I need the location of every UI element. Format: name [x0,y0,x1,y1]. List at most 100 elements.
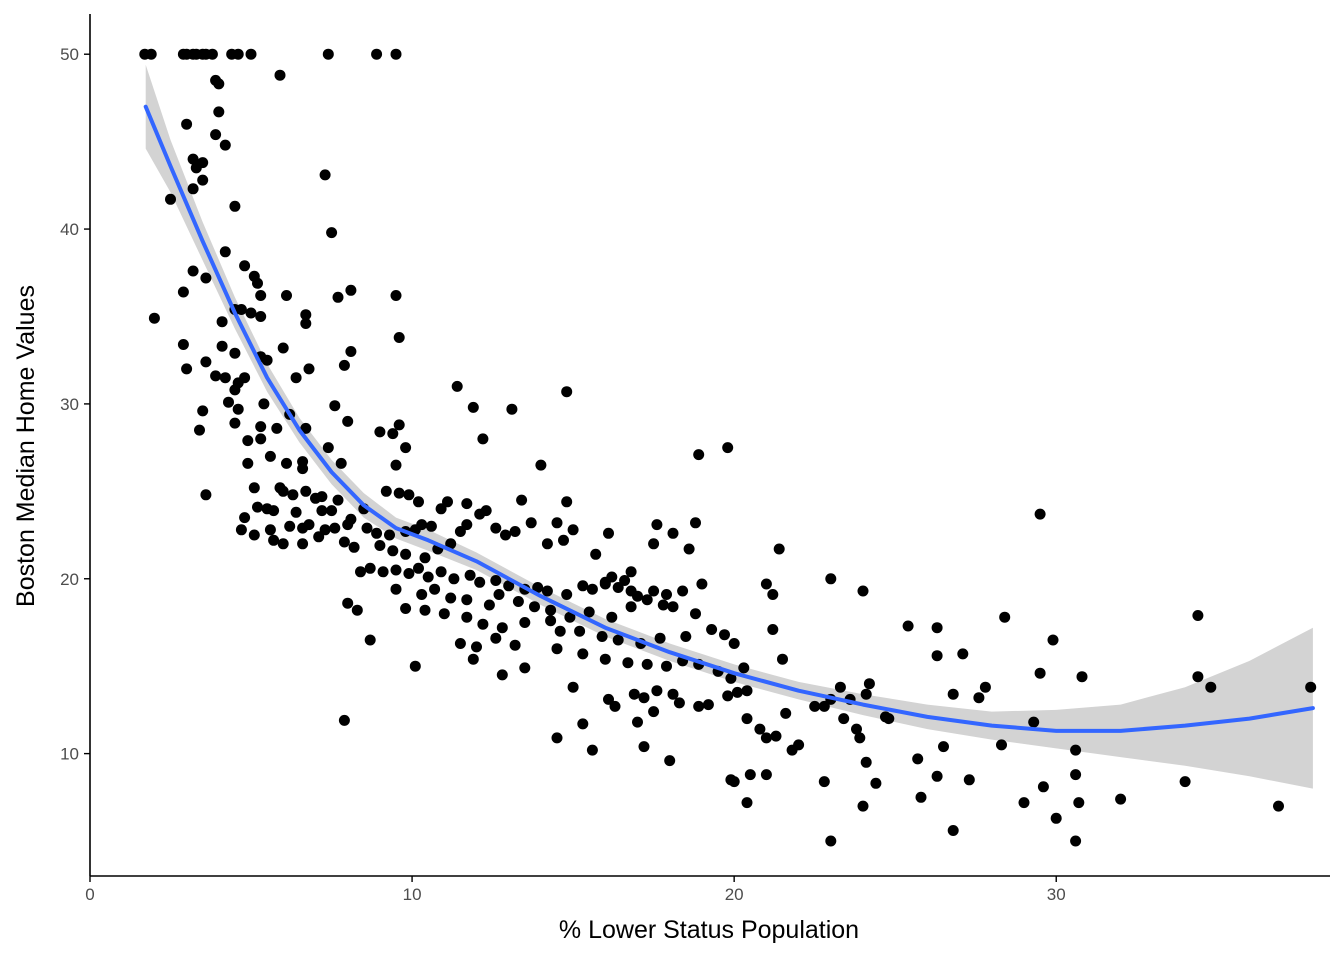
data-point-82 [194,424,205,436]
data-point-46 [300,309,312,321]
data-point-215 [419,604,431,616]
data-point-333 [963,774,975,786]
data-point-201 [512,596,524,607]
data-point-216 [438,608,450,620]
data-point-128 [371,527,383,539]
data-point-91 [242,457,254,469]
data-point-144 [445,538,457,550]
data-point-188 [561,589,573,600]
data-point-172 [355,566,366,578]
data-point-237 [641,658,653,670]
data-point-68 [229,384,241,396]
data-point-353 [1192,671,1204,683]
data-point-255 [651,685,663,697]
data-point-309 [857,585,869,597]
data-point-108 [290,506,302,518]
data-point-317 [870,777,882,789]
data-point-176 [403,568,415,579]
data-point-258 [648,706,660,718]
data-point-40 [390,290,402,301]
data-point-58 [261,354,273,366]
data-point-202 [529,601,540,613]
data-point-56 [345,346,357,357]
data-point-264 [606,571,618,583]
data-point-274 [651,519,663,531]
data-point-288 [760,732,772,744]
data-point-45 [245,307,257,319]
data-point-32 [239,260,251,272]
data-point-117 [235,524,247,536]
data-point-29 [229,200,241,212]
data-point-252 [609,700,621,712]
data-point-96 [200,489,212,501]
data-point-187 [541,585,553,597]
data-point-146 [461,519,473,531]
data-point-225 [612,634,624,646]
data-point-76 [374,426,386,438]
data-point-276 [706,624,718,635]
data-point-218 [477,618,489,630]
data-point-354 [1205,681,1217,693]
data-point-88 [264,450,276,462]
data-point-166 [451,380,463,392]
data-point-299 [767,589,779,600]
data-point-71 [197,405,209,417]
data-point-109 [316,505,328,517]
data-point-351 [1179,776,1191,788]
data-point-107 [268,505,280,517]
data-point-329 [915,791,927,803]
data-point-52 [216,340,228,352]
data-point-159 [442,496,453,508]
data-point-104 [332,494,344,506]
data-point-324 [931,622,943,634]
data-point-296 [741,797,753,809]
data-point-125 [329,522,341,534]
data-point-210 [667,601,679,613]
data-point-343 [1050,812,1062,824]
data-point-64 [219,372,231,384]
data-point-94 [390,459,402,471]
data-point-63 [210,370,222,382]
data-point-119 [264,524,276,536]
data-point-346 [1070,769,1082,781]
data-point-48 [216,316,228,328]
data-point-186 [532,582,544,593]
data-point-37 [177,286,189,298]
data-point-308 [825,573,837,585]
data-point-160 [461,498,473,510]
data-point-163 [561,496,573,508]
data-point-268 [661,589,672,600]
data-point-284 [702,699,714,711]
data-point-278 [728,638,740,649]
data-point-261 [664,755,676,767]
data-point-263 [599,578,611,590]
data-point-93 [335,457,347,469]
data-point-319 [818,776,830,788]
data-point-344 [1034,508,1046,520]
data-point-311 [863,678,875,690]
data-point-195 [416,589,428,600]
data-point-78 [229,417,241,429]
data-point-50 [300,318,312,329]
data-point-59 [200,356,212,368]
x-tick-label-30: 30 [1047,885,1066,904]
data-point-149 [500,529,511,541]
data-point-192 [612,582,624,593]
data-point-11 [245,48,257,60]
data-point-177 [413,562,424,574]
data-point-322 [883,713,895,725]
data-point-181 [464,569,476,581]
data-point-127 [361,522,373,534]
data-point-338 [1018,797,1030,809]
data-point-178 [422,571,434,583]
data-point-256 [667,688,679,700]
data-point-316 [860,756,872,768]
data-point-233 [551,643,563,655]
data-point-222 [554,625,566,637]
data-point-325 [931,650,943,662]
data-point-28 [165,193,176,205]
data-point-139 [374,540,386,551]
data-point-62 [181,363,193,375]
data-point-272 [667,527,679,539]
data-point-70 [232,403,244,415]
